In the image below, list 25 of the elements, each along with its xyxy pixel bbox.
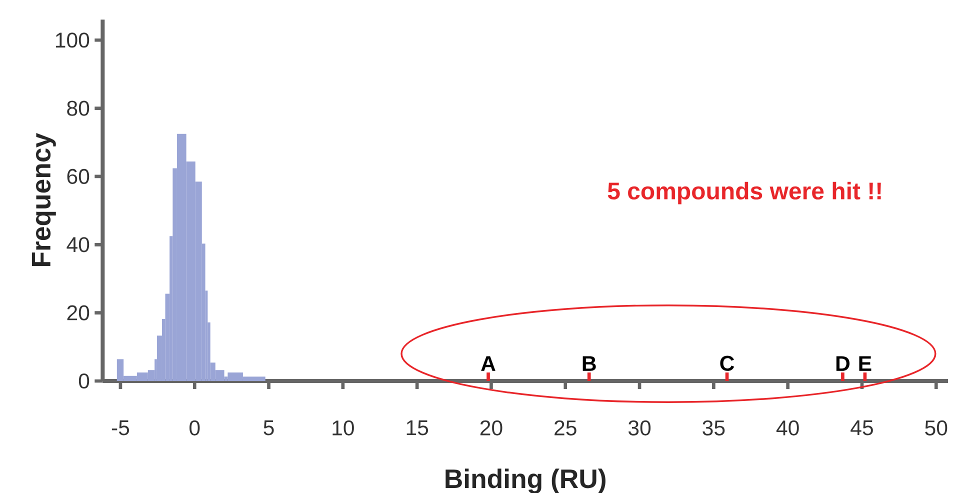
x-tick-label: 40 [776, 420, 799, 436]
annotation: A [481, 356, 496, 371]
x-tick-label: 35 [702, 420, 725, 436]
y-tick-label: 40 [66, 237, 90, 252]
x-tick-label: 5 [264, 420, 274, 436]
y-tick-label: 100 [56, 32, 90, 48]
x-tick-label: 20 [480, 420, 502, 436]
x-tick-label: -5 [112, 420, 130, 436]
x-tick-label: 25 [554, 420, 576, 436]
annotation: E [859, 356, 872, 371]
x-tick-label: 30 [628, 420, 651, 436]
x-tick-label: 0 [190, 420, 200, 436]
y-tick-label: 0 [78, 373, 90, 389]
annotation: 5 compounds were hit !! [608, 182, 881, 204]
annotation: B [582, 356, 596, 371]
y-tick-label: 80 [67, 100, 90, 116]
x-tick-label: 50 [925, 420, 948, 436]
x-tick-label: 45 [850, 420, 873, 436]
y-axis-title: Frequency [32, 133, 56, 266]
annotation: C [720, 356, 734, 371]
y-tick-label: 20 [67, 305, 90, 320]
x-tick-label: 15 [406, 420, 428, 436]
x-tick-label: 10 [332, 420, 354, 436]
annotation: D [836, 356, 850, 371]
y-tick-label: 60 [67, 168, 90, 184]
